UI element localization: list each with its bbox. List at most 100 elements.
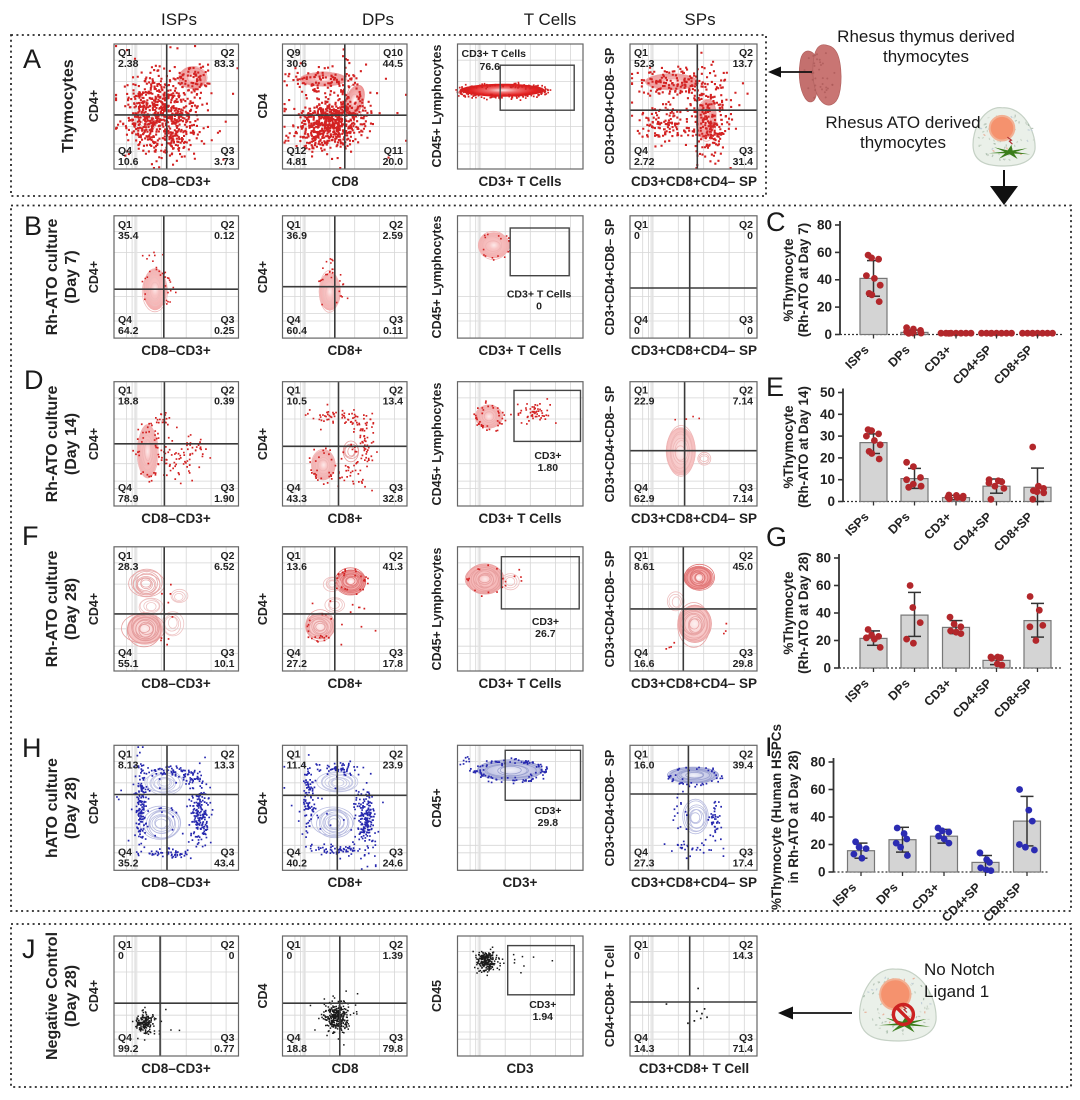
svg-text:CD45+ Lymphocytes: CD45+ Lymphocytes: [430, 216, 444, 339]
svg-text:Q2: Q2: [739, 939, 753, 951]
svg-text:7.14: 7.14: [733, 396, 754, 408]
svg-text:ISPs: ISPs: [843, 510, 872, 539]
svg-text:2.59: 2.59: [383, 230, 404, 242]
svg-text:CD3+CD4+CD8– SP: CD3+CD4+CD8– SP: [603, 48, 617, 165]
svg-text:Q1: Q1: [287, 939, 301, 951]
svg-text:CD45+ Lymphocytes: CD45+ Lymphocytes: [430, 383, 444, 506]
svg-text:CD8–CD3+: CD8–CD3+: [141, 343, 211, 358]
svg-text:CD4+: CD4+: [87, 792, 101, 824]
svg-text:Rh-ATO culture: Rh-ATO culture: [44, 386, 61, 503]
svg-text:DPs: DPs: [362, 10, 394, 29]
svg-text:CD8–CD3+: CD8–CD3+: [141, 511, 211, 526]
svg-text:20: 20: [816, 633, 831, 648]
svg-text:52.3: 52.3: [634, 58, 655, 70]
svg-text:40: 40: [816, 606, 831, 621]
svg-text:8.61: 8.61: [634, 561, 655, 573]
svg-text:CD8–CD3+: CD8–CD3+: [141, 676, 211, 691]
svg-text:Q2: Q2: [739, 219, 753, 231]
svg-text:CD3+CD4+CD8– SP: CD3+CD4+CD8– SP: [603, 750, 617, 867]
svg-text:16.0: 16.0: [634, 759, 655, 771]
svg-text:Q1: Q1: [634, 385, 648, 397]
svg-text:0: 0: [634, 230, 640, 242]
svg-text:29.8: 29.8: [733, 658, 754, 670]
svg-text:4.81: 4.81: [287, 156, 308, 168]
svg-text:Q4: Q4: [634, 1032, 648, 1044]
svg-text:Q3: Q3: [220, 1032, 234, 1044]
svg-text:79.8: 79.8: [383, 1043, 404, 1055]
svg-text:in Rh-ATO at Day 28): in Rh-ATO at Day 28): [786, 750, 801, 883]
svg-text:Q2: Q2: [739, 550, 753, 562]
svg-text:Q3: Q3: [389, 482, 403, 494]
svg-text:(Day 14): (Day 14): [63, 413, 80, 475]
svg-text:0: 0: [827, 494, 835, 509]
svg-text:7.14: 7.14: [733, 493, 754, 505]
svg-text:DPs: DPs: [886, 343, 913, 370]
svg-text:CD8: CD8: [331, 1061, 358, 1076]
svg-text:%Thymocyte: %Thymocyte: [781, 238, 796, 322]
svg-text:F: F: [22, 521, 39, 551]
svg-text:Q4: Q4: [287, 1032, 301, 1044]
svg-text:(Rh-ATO at Day 28): (Rh-ATO at Day 28): [796, 552, 811, 674]
svg-text:Q4: Q4: [118, 1032, 132, 1044]
svg-text:Q4: Q4: [634, 482, 648, 494]
svg-text:CD8+: CD8+: [328, 343, 363, 358]
svg-text:Q3: Q3: [220, 145, 234, 157]
svg-text:11.4: 11.4: [287, 759, 307, 771]
svg-text:20.0: 20.0: [383, 156, 404, 168]
svg-text:Q3: Q3: [220, 846, 234, 858]
svg-text:39.4: 39.4: [733, 759, 754, 771]
svg-text:CD8–CD3+: CD8–CD3+: [141, 1061, 211, 1076]
svg-text:Q2: Q2: [220, 47, 234, 59]
svg-text:CD3+: CD3+: [534, 805, 561, 817]
svg-text:50: 50: [820, 385, 835, 400]
svg-text:43.3: 43.3: [287, 493, 308, 505]
svg-text:43.4: 43.4: [214, 857, 235, 869]
svg-text:13.3: 13.3: [214, 759, 235, 771]
svg-text:ISPs: ISPs: [843, 343, 872, 372]
svg-text:Q3: Q3: [739, 145, 753, 157]
svg-text:Q3: Q3: [739, 647, 753, 659]
svg-text:60: 60: [816, 578, 831, 593]
svg-text:Q4: Q4: [287, 314, 301, 326]
svg-text:13.6: 13.6: [287, 561, 308, 573]
svg-text:40.2: 40.2: [287, 857, 308, 869]
svg-text:24.6: 24.6: [383, 857, 404, 869]
svg-text:Q2: Q2: [739, 748, 753, 760]
svg-text:Q4: Q4: [118, 145, 132, 157]
svg-text:Q4: Q4: [287, 482, 301, 494]
svg-text:CD3+CD4+CD8– SP: CD3+CD4+CD8– SP: [603, 386, 617, 503]
svg-text:10.6: 10.6: [118, 156, 139, 168]
svg-text:Q2: Q2: [389, 385, 403, 397]
svg-text:Rh-ATO culture: Rh-ATO culture: [44, 551, 61, 668]
svg-text:Q3: Q3: [220, 314, 234, 326]
svg-text:Q1: Q1: [118, 385, 132, 397]
svg-text:Q1: Q1: [118, 939, 132, 951]
svg-text:27.3: 27.3: [634, 857, 655, 869]
svg-text:CD8+: CD8+: [328, 511, 363, 526]
svg-text:CD4+: CD4+: [87, 261, 101, 293]
svg-text:0: 0: [818, 865, 826, 880]
svg-text:3.73: 3.73: [214, 156, 235, 168]
svg-text:Q4: Q4: [634, 314, 648, 326]
svg-text:CD8+: CD8+: [328, 676, 363, 691]
svg-text:CD4+: CD4+: [87, 980, 101, 1012]
svg-text:0: 0: [747, 230, 753, 242]
svg-text:CD4: CD4: [256, 93, 270, 118]
svg-text:CD4+CD8+ T Cell: CD4+CD8+ T Cell: [603, 945, 617, 1047]
svg-text:CD4+: CD4+: [256, 428, 270, 460]
svg-text:(Day 28): (Day 28): [63, 965, 80, 1027]
svg-text:CD4+SP: CD4+SP: [939, 880, 984, 925]
svg-text:55.1: 55.1: [118, 658, 139, 670]
svg-text:60: 60: [817, 245, 832, 260]
svg-text:78.9: 78.9: [118, 493, 139, 505]
svg-text:36.9: 36.9: [287, 230, 308, 242]
svg-text:0: 0: [823, 661, 831, 676]
svg-text:DPs: DPs: [886, 510, 913, 537]
svg-text:Rh-ATO culture: Rh-ATO culture: [44, 219, 61, 336]
svg-text:Q1: Q1: [634, 47, 648, 59]
svg-text:0.25: 0.25: [214, 325, 235, 337]
svg-text:Rhesus ATO derived: Rhesus ATO derived: [825, 113, 980, 132]
svg-text:CD8–CD3+: CD8–CD3+: [141, 875, 211, 890]
svg-text:Q2: Q2: [739, 47, 753, 59]
svg-text:99.2: 99.2: [118, 1043, 139, 1055]
